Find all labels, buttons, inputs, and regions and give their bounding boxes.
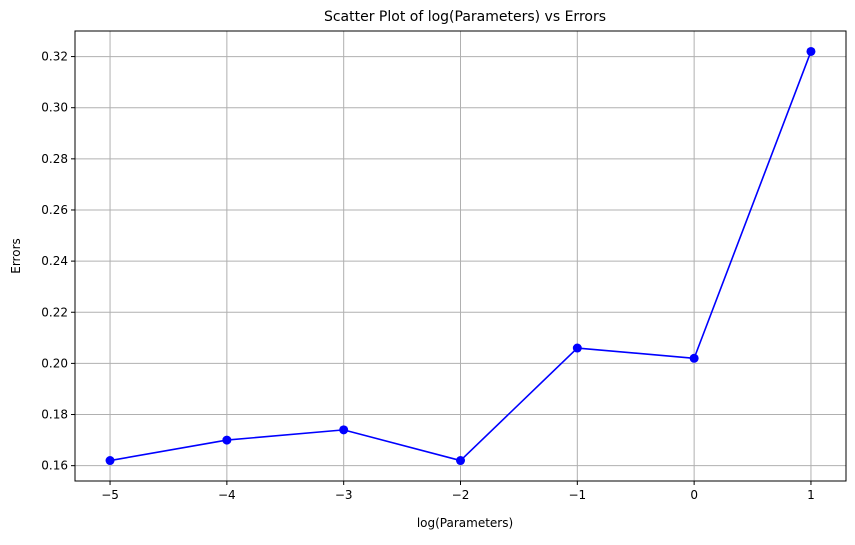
y-tick-label: 0.16 — [41, 459, 68, 473]
data-point — [689, 353, 699, 363]
y-axis-title: Errors — [9, 238, 23, 274]
data-point — [456, 456, 465, 466]
y-tick-label: 0.22 — [41, 305, 68, 319]
y-tick-label: 0.24 — [41, 254, 68, 268]
series — [105, 46, 816, 466]
data-point — [222, 435, 232, 445]
grid — [75, 31, 846, 481]
y-tick-label: 0.30 — [41, 101, 68, 115]
x-tick-label: −3 — [335, 488, 353, 502]
chart-title: Scatter Plot of log(Parameters) vs Error… — [324, 9, 606, 25]
y-tick-label: 0.26 — [41, 203, 68, 217]
x-tick-label: −5 — [101, 488, 119, 502]
y-tick-label: 0.28 — [41, 152, 68, 166]
x-tick-label: 1 — [807, 488, 815, 502]
x-tick-label: 0 — [690, 488, 698, 502]
y-axis: 0.16 0.18 0.20 0.22 0.24 0.26 0.28 0.30 0.32 — [41, 50, 75, 473]
data-point — [339, 425, 349, 435]
data-point — [105, 456, 115, 466]
x-tick-label: −1 — [568, 488, 586, 502]
y-tick-label: 0.18 — [41, 408, 68, 422]
x-axis: −5 −4 −3 −2 −1 0 1 — [101, 481, 815, 502]
data-point — [572, 343, 582, 353]
x-tick-label: −4 — [218, 488, 236, 502]
x-tick-label: −2 — [452, 488, 470, 502]
x-axis-title: log(Parameters) — [417, 516, 513, 530]
y-tick-label: 0.32 — [41, 50, 68, 64]
y-tick-label: 0.20 — [41, 356, 68, 370]
data-point — [806, 46, 816, 56]
